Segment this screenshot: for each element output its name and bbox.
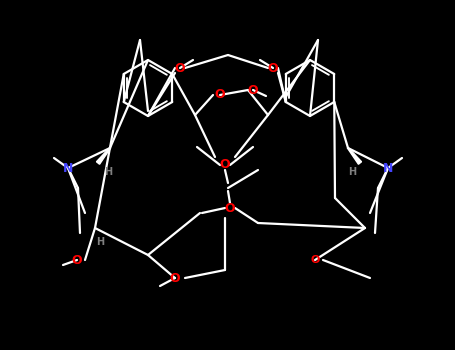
Text: O: O (268, 62, 278, 75)
Text: O: O (72, 253, 82, 266)
Text: O: O (310, 255, 320, 265)
Polygon shape (96, 148, 111, 164)
Text: O: O (248, 84, 258, 97)
Text: O: O (215, 89, 225, 101)
Text: N: N (383, 161, 393, 175)
Text: H: H (104, 167, 112, 177)
Text: H: H (96, 237, 104, 247)
Text: H: H (348, 167, 356, 177)
Text: N: N (63, 161, 73, 175)
Text: O: O (225, 202, 235, 215)
Polygon shape (348, 148, 362, 164)
Text: O: O (175, 62, 185, 75)
Text: O: O (220, 159, 230, 172)
Text: O: O (170, 272, 180, 285)
